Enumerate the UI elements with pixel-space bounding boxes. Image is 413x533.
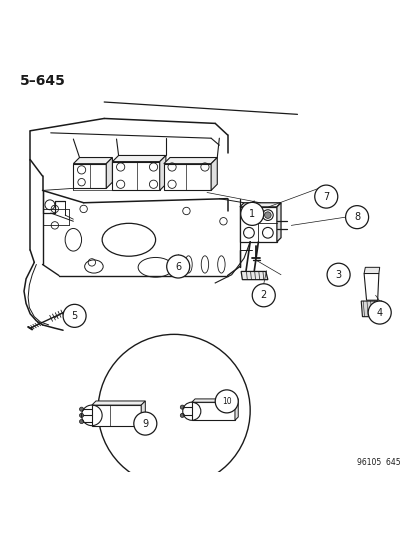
Text: 7: 7 bbox=[323, 191, 329, 201]
Circle shape bbox=[326, 263, 349, 286]
Circle shape bbox=[240, 203, 263, 225]
Circle shape bbox=[79, 407, 83, 411]
Circle shape bbox=[215, 390, 237, 413]
Circle shape bbox=[367, 301, 390, 324]
Circle shape bbox=[180, 413, 184, 417]
Polygon shape bbox=[239, 207, 276, 242]
Polygon shape bbox=[92, 405, 141, 426]
Polygon shape bbox=[92, 401, 145, 405]
Text: 96105  645: 96105 645 bbox=[356, 458, 399, 467]
Polygon shape bbox=[363, 273, 378, 300]
Text: 9: 9 bbox=[142, 418, 148, 429]
Text: 1: 1 bbox=[249, 209, 255, 219]
Circle shape bbox=[252, 284, 275, 307]
Text: 4: 4 bbox=[376, 308, 382, 318]
Circle shape bbox=[133, 412, 157, 435]
Polygon shape bbox=[363, 268, 379, 273]
Polygon shape bbox=[73, 164, 106, 188]
Polygon shape bbox=[276, 203, 280, 242]
Text: 3: 3 bbox=[335, 270, 341, 280]
Circle shape bbox=[314, 185, 337, 208]
Text: 2: 2 bbox=[260, 290, 266, 300]
Circle shape bbox=[166, 255, 189, 278]
Polygon shape bbox=[73, 158, 112, 164]
Circle shape bbox=[264, 212, 271, 219]
Polygon shape bbox=[191, 402, 235, 421]
Polygon shape bbox=[164, 158, 217, 164]
Circle shape bbox=[79, 413, 83, 417]
Circle shape bbox=[345, 206, 368, 229]
Polygon shape bbox=[239, 203, 280, 207]
Polygon shape bbox=[112, 161, 159, 190]
Text: 6: 6 bbox=[175, 262, 181, 271]
Polygon shape bbox=[164, 164, 211, 190]
Polygon shape bbox=[141, 401, 145, 426]
Text: 5: 5 bbox=[71, 311, 78, 321]
Text: 8: 8 bbox=[353, 212, 359, 222]
Circle shape bbox=[79, 419, 83, 424]
Polygon shape bbox=[235, 399, 237, 421]
Circle shape bbox=[63, 304, 86, 327]
Polygon shape bbox=[240, 271, 267, 280]
Polygon shape bbox=[191, 399, 237, 402]
Polygon shape bbox=[112, 156, 166, 161]
Polygon shape bbox=[159, 156, 166, 190]
Text: 10: 10 bbox=[221, 397, 231, 406]
Polygon shape bbox=[106, 158, 112, 188]
Polygon shape bbox=[360, 301, 382, 317]
Polygon shape bbox=[211, 158, 217, 190]
Text: 5–645: 5–645 bbox=[20, 74, 66, 88]
Circle shape bbox=[180, 405, 184, 409]
